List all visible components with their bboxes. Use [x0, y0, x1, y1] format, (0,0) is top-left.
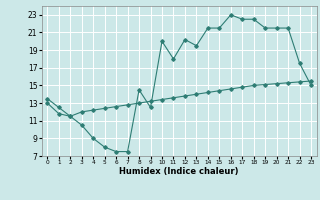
X-axis label: Humidex (Indice chaleur): Humidex (Indice chaleur) — [119, 167, 239, 176]
